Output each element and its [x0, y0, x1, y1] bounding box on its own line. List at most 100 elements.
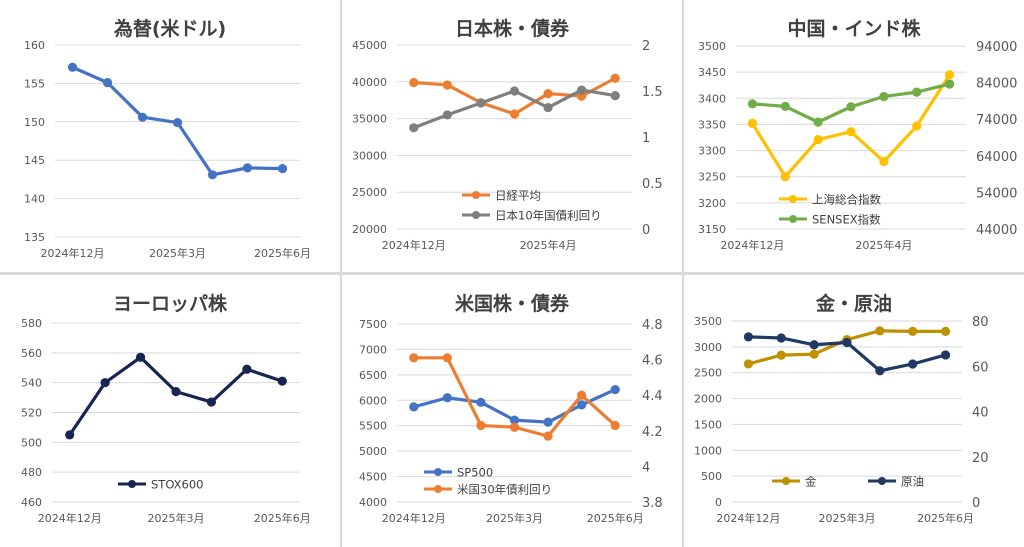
x-tick-label: 2025年3月: [149, 246, 206, 260]
data-point: [912, 121, 922, 131]
data-point: [940, 350, 951, 360]
y-tick-label: 2500: [694, 367, 722, 380]
data-point: [543, 102, 553, 113]
y2-tick-label: 1: [642, 131, 650, 146]
y-tick-label: 7500: [359, 318, 387, 331]
legend-label: 原油: [901, 475, 924, 489]
y2-tick-label: 54000: [976, 186, 1017, 201]
legend-label: 日経平均: [495, 189, 541, 203]
y2-tick-label: 74000: [976, 113, 1017, 128]
data-point: [912, 87, 922, 97]
data-point: [875, 326, 885, 336]
y-tick-label: 7000: [359, 343, 387, 356]
legend-label: 上海総合指数: [812, 193, 881, 207]
y-tick-label: 5500: [359, 420, 387, 433]
data-point: [944, 70, 955, 80]
data-point: [135, 352, 146, 362]
y2-tick-label: 94000: [976, 40, 1017, 55]
x-tick-label: 2024年12月: [716, 511, 780, 525]
y-tick-label: 135: [24, 231, 45, 244]
data-point: [543, 417, 553, 427]
y-tick-label: 3350: [698, 118, 726, 131]
y-tick-label: 2000: [694, 393, 722, 406]
data-point: [509, 86, 520, 96]
chart-panel-europe: ヨーロッパ株 460 480 500 520 540 560 580 2024年12月 2025年…: [0, 275, 340, 547]
data-point: [409, 402, 419, 412]
legend-swatch-marker: [472, 211, 480, 219]
chart-panel-usdjpy: 為替(米ドル) 135 140 145 150 155 160 2024年12月 2025年3月…: [0, 0, 340, 272]
data-point: [908, 326, 918, 336]
y2-tick-label: 60: [972, 360, 989, 375]
data-point: [809, 340, 819, 350]
data-point: [577, 400, 587, 410]
y2-tick-label: 80: [972, 315, 989, 330]
y-tick-label: 1000: [694, 444, 722, 457]
y-tick-label: 3500: [698, 40, 726, 53]
y-tick-label: 4500: [359, 471, 387, 484]
y-tick-label: 30000: [352, 149, 387, 162]
y-tick-label: 3400: [698, 92, 726, 105]
chart-svg: 米国株・債券 4000 4500 5000 5500 6000 6500 7000 7500 3.…: [359, 292, 663, 525]
data-point: [776, 350, 786, 360]
data-point: [577, 390, 587, 400]
data-point: [509, 415, 520, 425]
y2-tick-label: 4: [642, 460, 650, 475]
chart-title: ヨーロッパ株: [113, 292, 228, 315]
data-point: [137, 112, 148, 122]
data-point: [944, 79, 955, 89]
y2-tick-label: 40: [972, 406, 989, 421]
legend-swatch-marker: [789, 195, 797, 203]
y-tick-label: 145: [24, 154, 45, 167]
y2-tick-label: 4.4: [642, 389, 663, 404]
data-point: [879, 156, 889, 167]
y2-tick-label: 1.5: [642, 85, 663, 100]
data-point: [277, 376, 287, 386]
legend-label: SP500: [457, 466, 493, 480]
y-tick-label: 500: [701, 470, 722, 483]
legend-swatch-marker: [878, 477, 886, 485]
legend-swatch-marker: [434, 485, 442, 493]
data-point: [476, 397, 486, 407]
y-tick-label: 500: [21, 436, 42, 449]
y-tick-label: 3500: [694, 315, 722, 328]
data-point: [65, 430, 75, 440]
data-point: [509, 422, 520, 432]
data-point: [442, 110, 452, 120]
y-tick-label: 1500: [694, 418, 722, 431]
data-point: [747, 99, 758, 109]
data-point: [743, 359, 754, 369]
y-tick-label: 20000: [352, 223, 387, 236]
data-point: [409, 123, 419, 133]
data-point: [842, 337, 852, 348]
chart-panel-gold-oil: 金・原油 0 500 1000 1500 2000 2500 3000 3500 0 20 40 60 8…: [684, 275, 1024, 547]
data-point: [875, 366, 885, 376]
x-tick-label: 2025年6月: [254, 246, 311, 260]
y2-tick-label: 4.8: [642, 318, 663, 333]
data-point: [780, 172, 790, 182]
y-tick-label: 155: [24, 77, 45, 90]
data-point: [776, 333, 786, 343]
legend-swatch-marker: [789, 215, 797, 223]
x-tick-label: 2024年12月: [41, 246, 105, 260]
x-tick-label: 2024年12月: [720, 238, 784, 252]
y-tick-label: 480: [21, 466, 42, 479]
data-point: [476, 420, 486, 431]
y-tick-label: 25000: [352, 186, 387, 199]
chart-svg: 金・原油 0 500 1000 1500 2000 2500 3000 3500 0 20 40 60 8…: [694, 292, 989, 525]
chart-title: 中国・インド株: [787, 17, 921, 40]
data-point: [67, 62, 78, 72]
legend-label: SENSEX指数: [812, 213, 881, 227]
legend-label: 金: [805, 475, 817, 489]
data-point: [813, 134, 823, 145]
y-tick-label: 35000: [352, 113, 387, 126]
data-point: [171, 387, 181, 397]
x-tick-label: 2025年3月: [819, 511, 876, 525]
x-tick-label: 2025年3月: [148, 511, 205, 525]
y-tick-label: 160: [24, 39, 45, 52]
data-point: [846, 102, 856, 112]
legend-swatch-marker: [472, 191, 480, 199]
chart-title: 米国株・債券: [455, 292, 570, 315]
data-point: [610, 420, 620, 431]
legend-swatch-marker: [434, 468, 442, 476]
